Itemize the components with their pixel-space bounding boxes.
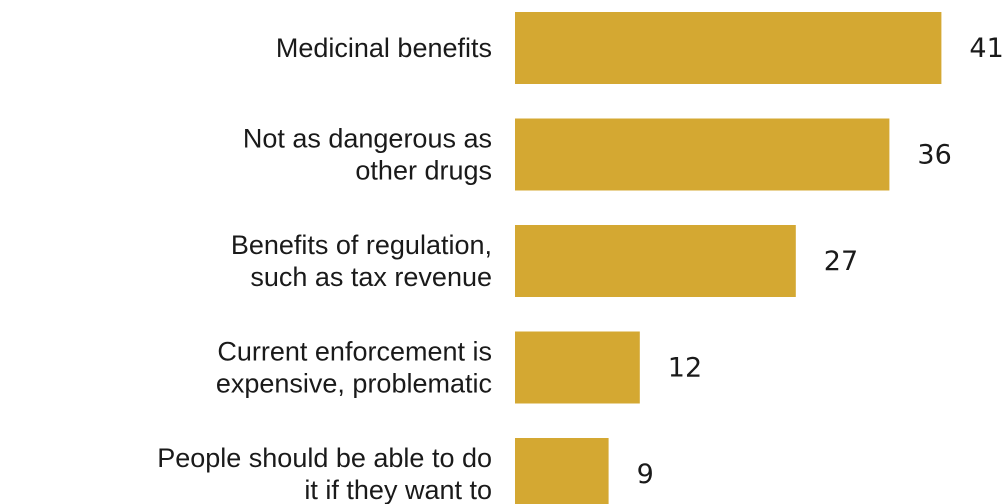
value-label: 27 — [824, 246, 858, 277]
category-label-line: other drugs — [355, 156, 492, 186]
value-label: 41 — [969, 33, 1003, 64]
category-labels: Medicinal benefits Not as dangerous as oth… — [157, 33, 492, 504]
bar — [515, 225, 796, 297]
bar — [515, 118, 890, 191]
value-label: 12 — [668, 353, 702, 384]
category-label-line: Medicinal benefits — [276, 33, 492, 63]
category-label-line: it if they want to — [304, 475, 492, 504]
value-label: 36 — [917, 140, 951, 171]
category-label: Current enforcement is expensive, problem… — [216, 337, 492, 399]
bar — [515, 331, 640, 404]
bar — [515, 438, 609, 504]
bars — [515, 12, 942, 504]
value-label: 9 — [637, 459, 654, 490]
bar — [515, 12, 942, 84]
category-label-line: People should be able to do — [157, 443, 492, 473]
category-label: Benefits of regulation, such as tax reven… — [231, 230, 492, 292]
value-labels: 41 36 27 12 9 — [637, 33, 1004, 490]
category-label: Medicinal benefits — [276, 33, 492, 63]
category-label-line: Not as dangerous as — [243, 124, 492, 154]
category-label-line: Current enforcement is — [217, 337, 492, 367]
category-label: People should be able to do it if they wa… — [157, 443, 492, 504]
category-label: Not as dangerous as other drugs — [243, 124, 492, 186]
category-label-line: expensive, problematic — [216, 369, 492, 399]
category-label-line: such as tax revenue — [250, 262, 492, 292]
category-label-line: Benefits of regulation, — [231, 230, 492, 260]
